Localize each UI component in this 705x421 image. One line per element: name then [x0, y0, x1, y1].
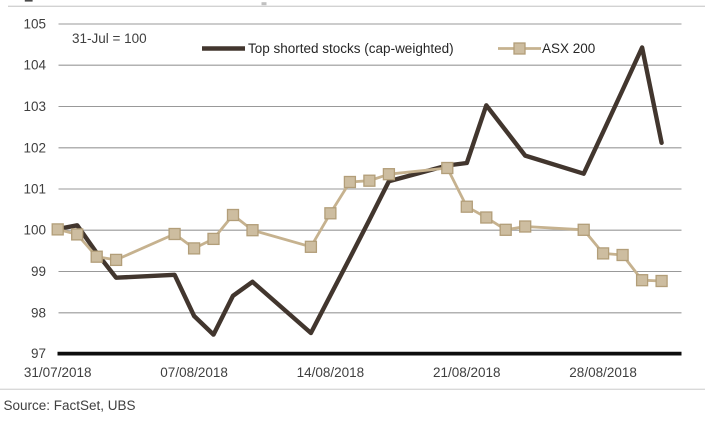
svg-text:99: 99	[31, 264, 46, 279]
svg-text:Source: FactSet, UBS: Source: FactSet, UBS	[4, 398, 136, 413]
svg-text:101: 101	[23, 182, 46, 197]
svg-text:104: 104	[23, 58, 46, 73]
svg-text:31-Jul = 100: 31-Jul = 100	[72, 31, 147, 46]
svg-text:07/08/2018: 07/08/2018	[160, 365, 228, 380]
svg-text:102: 102	[23, 140, 46, 155]
svg-text:31/07/2018: 31/07/2018	[24, 365, 92, 380]
svg-text:ASX 200: ASX 200	[542, 41, 595, 56]
svg-text:98: 98	[31, 305, 46, 320]
svg-text:100: 100	[23, 223, 46, 238]
svg-text:Top shorted stocks (cap-weight: Top shorted stocks (cap-weighted)	[248, 41, 454, 56]
svg-text:103: 103	[23, 99, 46, 114]
svg-text:14/08/2018: 14/08/2018	[297, 365, 365, 380]
svg-text:97: 97	[31, 346, 46, 361]
svg-text:105: 105	[23, 17, 46, 32]
svg-text:21/08/2018: 21/08/2018	[433, 365, 501, 380]
svg-text:28/08/2018: 28/08/2018	[569, 365, 637, 380]
